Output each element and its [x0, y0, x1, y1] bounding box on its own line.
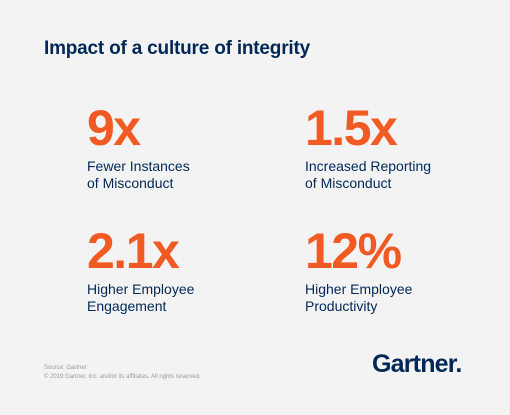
stat-label: Increased Reporting of Misconduct [305, 158, 465, 192]
source-note: Source: Gartner [44, 365, 87, 371]
copyright-note: © 2019 Gartner, Inc. and/or its affiliat… [44, 374, 201, 380]
stat-label: Fewer Instances of Misconduct [87, 158, 247, 192]
stat-label-line: Higher Employee [305, 281, 413, 297]
stat-label-line: of Misconduct [305, 175, 392, 191]
stat-label-line: Engagement [87, 298, 167, 314]
stat-value: 2.1x [87, 223, 180, 279]
stat-label-line: Increased Reporting [305, 158, 432, 174]
stat-higher-engagement: 2.1x Higher Employee Engagement [87, 226, 287, 315]
stat-label-line: of Misconduct [87, 175, 174, 191]
stat-label-line: Productivity [305, 298, 378, 314]
page-title: Impact of a culture of integrity [44, 38, 310, 59]
stat-label: Higher Employee Engagement [87, 281, 247, 315]
stat-fewer-misconduct: 9x Fewer Instances of Misconduct [87, 103, 287, 192]
stat-label-line: Fewer Instances [87, 158, 190, 174]
stat-increased-reporting: 1.5x Increased Reporting of Misconduct [305, 103, 505, 192]
stat-value: 9x [87, 100, 141, 156]
stat-label-line: Higher Employee [87, 281, 195, 297]
stat-value: 12% [305, 223, 402, 279]
footer-credits: Source: Gartner © 2019 Gartner, Inc. and… [44, 364, 201, 382]
stat-higher-productivity: 12% Higher Employee Productivity [305, 226, 505, 315]
stat-value: 1.5x [305, 100, 398, 156]
stat-label: Higher Employee Productivity [305, 281, 465, 315]
gartner-logo: Gartner. [372, 350, 462, 378]
